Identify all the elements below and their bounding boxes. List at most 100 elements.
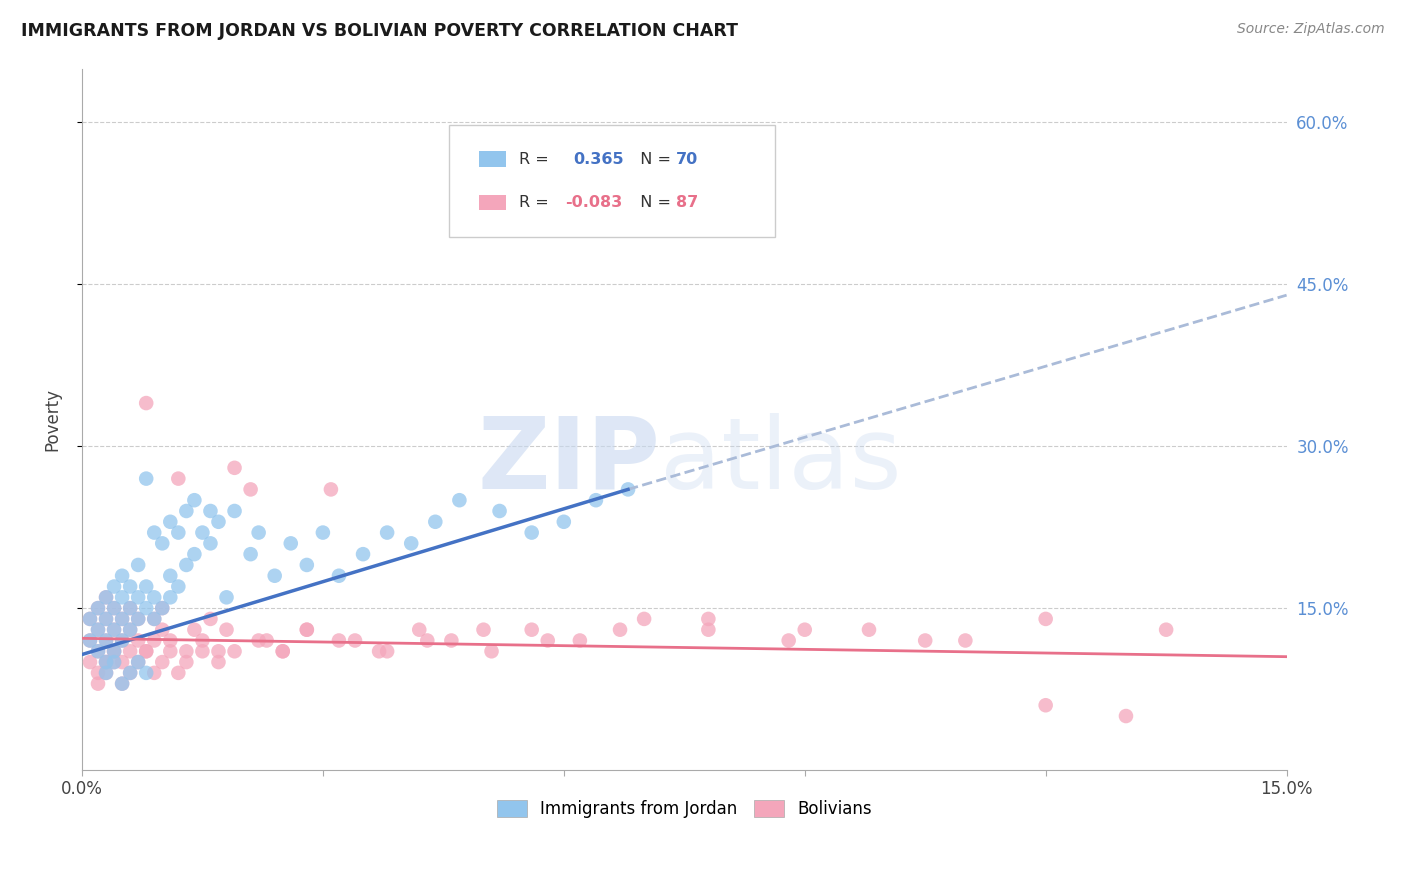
Point <box>111 633 134 648</box>
Point <box>79 633 101 648</box>
Point <box>111 612 134 626</box>
Point <box>127 612 149 626</box>
Point <box>150 536 173 550</box>
Point <box>585 493 607 508</box>
Point <box>94 665 117 680</box>
Point <box>520 623 543 637</box>
Point <box>955 633 977 648</box>
Point <box>328 568 350 582</box>
Point <box>159 568 181 582</box>
Point <box>207 655 229 669</box>
Point <box>488 504 510 518</box>
Point <box>111 655 134 669</box>
Point <box>94 591 117 605</box>
Point <box>280 536 302 550</box>
Point <box>167 665 190 680</box>
Point <box>120 601 142 615</box>
Point <box>1115 709 1137 723</box>
Point <box>553 515 575 529</box>
Point <box>247 525 270 540</box>
Point <box>368 644 391 658</box>
Point <box>215 591 238 605</box>
Point <box>256 633 278 648</box>
Point <box>537 633 560 648</box>
Point <box>159 633 181 648</box>
Point <box>120 580 142 594</box>
Point <box>295 623 318 637</box>
Text: 0.365: 0.365 <box>574 152 624 167</box>
Point <box>183 547 205 561</box>
FancyBboxPatch shape <box>450 125 775 237</box>
Text: ZIP: ZIP <box>477 413 661 510</box>
Point <box>167 525 190 540</box>
Point <box>127 633 149 648</box>
Point <box>127 612 149 626</box>
Point <box>159 515 181 529</box>
Point <box>79 612 101 626</box>
Point <box>87 601 110 615</box>
Point <box>159 591 181 605</box>
Point <box>135 644 157 658</box>
Point <box>150 655 173 669</box>
FancyBboxPatch shape <box>479 194 506 211</box>
Point <box>135 580 157 594</box>
Point <box>103 644 125 658</box>
Point <box>697 612 720 626</box>
Point <box>778 633 800 648</box>
Point <box>127 591 149 605</box>
Point <box>103 601 125 615</box>
Point <box>375 525 398 540</box>
Point <box>120 601 142 615</box>
Point <box>103 623 125 637</box>
Point <box>1035 698 1057 713</box>
Point <box>520 525 543 540</box>
Point <box>127 655 149 669</box>
Point <box>191 633 214 648</box>
Point <box>224 644 246 658</box>
Point <box>94 612 117 626</box>
Point <box>176 644 198 658</box>
Point <box>79 612 101 626</box>
Point <box>207 644 229 658</box>
Text: R =: R = <box>519 194 554 210</box>
Point <box>103 655 125 669</box>
Point <box>143 591 166 605</box>
Point <box>120 623 142 637</box>
Point <box>568 633 591 648</box>
Text: N =: N = <box>630 194 676 210</box>
Point <box>103 644 125 658</box>
Point <box>343 633 366 648</box>
Point <box>143 612 166 626</box>
Point <box>135 396 157 410</box>
Point <box>408 623 430 637</box>
Point <box>135 644 157 658</box>
FancyBboxPatch shape <box>479 152 506 167</box>
Point <box>111 612 134 626</box>
Y-axis label: Poverty: Poverty <box>44 388 60 450</box>
Point <box>120 665 142 680</box>
Point <box>183 623 205 637</box>
Point <box>159 644 181 658</box>
Point <box>150 623 173 637</box>
Point <box>103 601 125 615</box>
Text: 87: 87 <box>676 194 699 210</box>
Point <box>87 665 110 680</box>
Point <box>207 515 229 529</box>
Point <box>617 483 640 497</box>
Point <box>127 655 149 669</box>
Point <box>191 644 214 658</box>
Point <box>440 633 463 648</box>
Point <box>94 655 117 669</box>
Point <box>127 558 149 572</box>
Point <box>87 623 110 637</box>
Point <box>239 547 262 561</box>
Point <box>94 591 117 605</box>
Point <box>697 623 720 637</box>
Point <box>271 644 294 658</box>
Point <box>183 493 205 508</box>
Point <box>914 633 936 648</box>
Point <box>87 623 110 637</box>
Point <box>111 676 134 690</box>
Point <box>143 633 166 648</box>
Point <box>449 493 471 508</box>
